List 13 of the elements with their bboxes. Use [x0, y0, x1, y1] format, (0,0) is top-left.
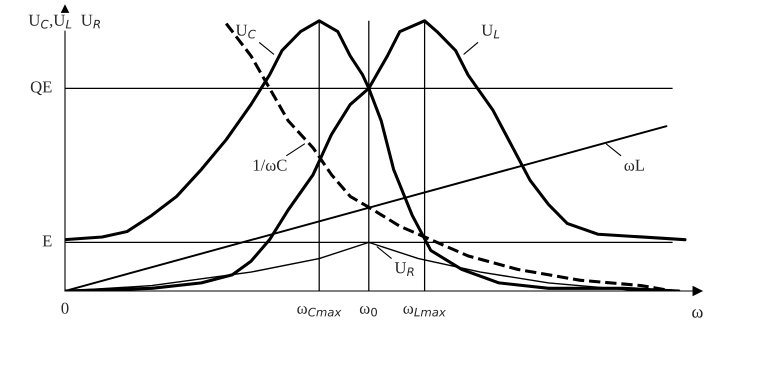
y-axis-title: U$_{C}$,U$_{L}$ U$_{R}$: [28, 14, 100, 29]
annotation: U$_{C}$: [236, 24, 256, 39]
x-tick-label: ω$_{Cmax}$: [297, 306, 342, 317]
annotation: 1/ωC: [254, 160, 286, 171]
annotation: U$_{L}$: [482, 24, 500, 38]
x-tick-label: ω$_{0}$: [360, 306, 377, 317]
x-tick-label: 0: [61, 302, 69, 314]
annotation: U$_{R}$: [394, 262, 414, 276]
ref-line-label: E: [42, 235, 52, 246]
x-axis-title: ω: [692, 309, 703, 318]
annotation: ωL: [624, 160, 644, 171]
x-tick-label: ω$_{Lmax}$: [403, 306, 446, 317]
ref-line-label: QE: [30, 81, 52, 96]
